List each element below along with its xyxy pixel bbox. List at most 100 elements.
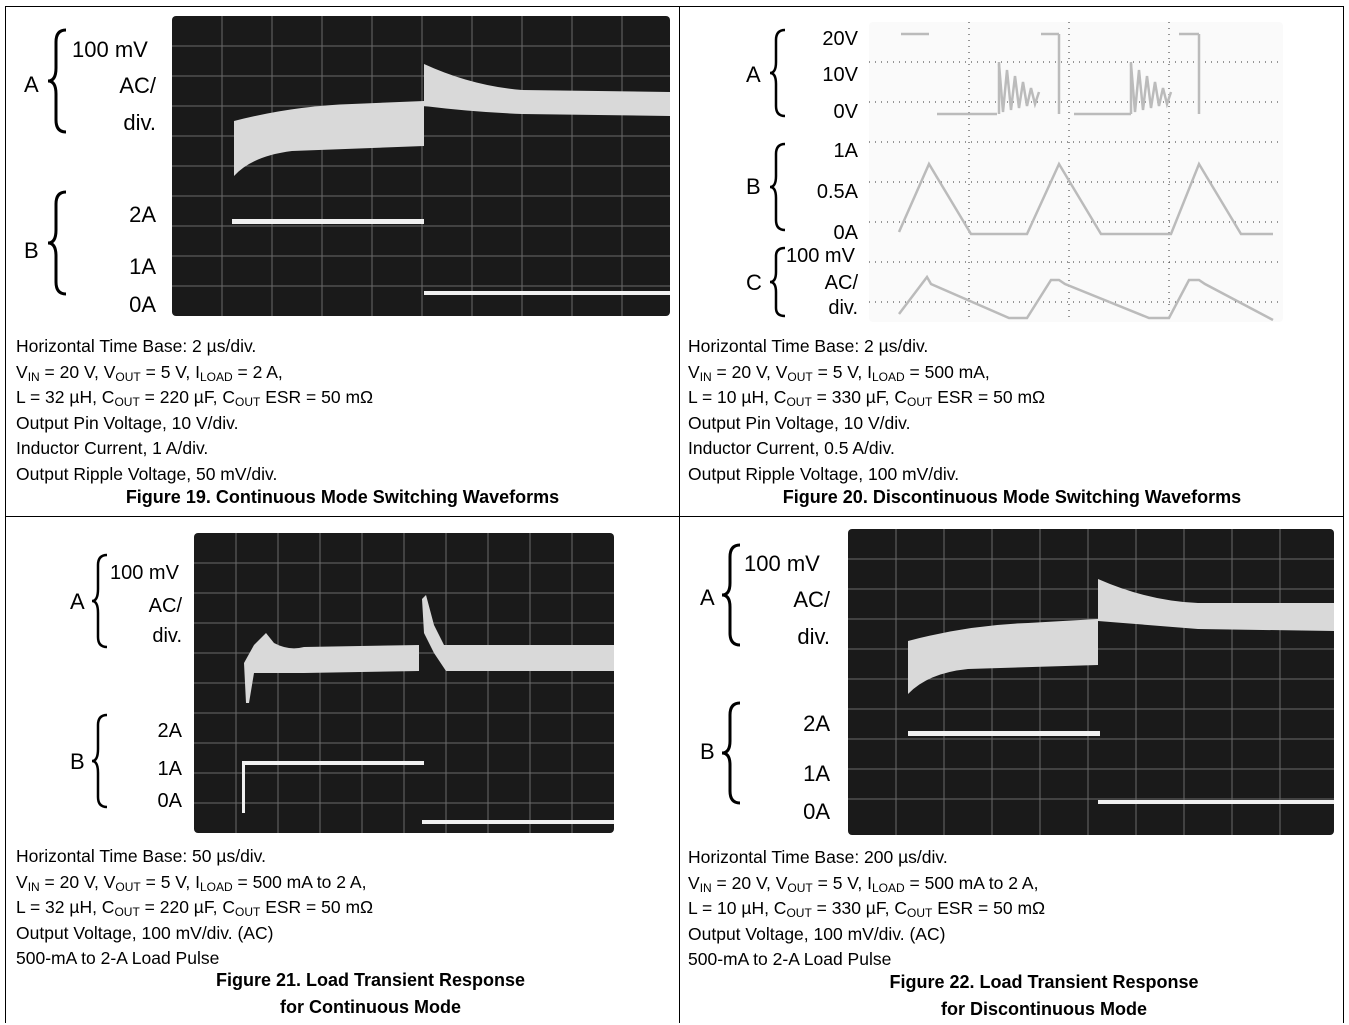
caption-time-base: Horizontal Time Base: 200 µs/div. [688,847,948,867]
channel-b-brace [769,142,786,232]
caption-time-base: Horizontal Time Base: 2 µs/div. [16,336,257,356]
channel-c-label: C [746,270,762,295]
oscilloscope-screen [869,22,1283,322]
a-scale-2: AC/ [148,595,182,617]
b-scale-3: 0A [803,799,830,824]
a-scale-1: 100 mV [110,562,179,584]
channel-a-label: A [746,62,761,87]
table-border-right [1343,6,1344,1023]
caption-conditions-2: L = 32 µH, COUT = 220 µF, COUT ESR = 50 … [16,387,374,409]
current-trace-low [424,291,670,295]
a-scale-1: 100 mV [744,551,820,576]
scope-graticule [869,22,1283,322]
caption-line: Output Voltage, 100 mV/div. (AC) [688,923,946,944]
figure-19: A 100 mV AC/ div. B 2A 1A 0A Horizontal … [0,0,680,516]
caption-line: Output Ripple Voltage, 100 mV/div. [688,463,960,484]
b-scale-2: 0.5A [816,181,858,203]
channel-a-brace [769,28,786,118]
caption-conditions-1: VIN = 20 V, VOUT = 5 V, ILOAD = 500 mA, [688,361,990,384]
figure-21: A 100 mV AC/ div. B 2A 1A 0A Horizontal … [0,517,680,1025]
channel-a-brace [721,543,741,647]
ripple-envelope-high [1098,579,1334,631]
a-scale-2: 10V [822,64,858,86]
a-scale-1: 100 mV [72,37,148,62]
oscilloscope-screen [172,16,670,316]
caption-conditions-2: L = 32 µH, COUT = 220 µF, COUT ESR = 50 … [16,897,374,919]
a-scale-3: div. [152,625,182,647]
table-border-left [5,6,6,1023]
a-scale-3: div. [797,624,830,649]
b-scale-2: 1A [157,758,182,780]
c-scale-3: div. [828,297,858,319]
table-divider-vertical [679,6,680,1023]
caption-line: Output Pin Voltage, 10 V/div. [16,412,239,433]
current-trace-high [908,731,1100,736]
caption-conditions-1: VIN = 20 V, VOUT = 5 V, ILOAD = 500 mA t… [688,872,1039,895]
channel-b-label: B [746,174,761,199]
channel-b-brace [47,190,67,296]
scope-trace-svg [194,533,614,833]
channel-b-label: B [700,739,715,764]
scope-graticule [194,533,614,833]
channel-b-brace [91,713,108,809]
a-scale-3: div. [123,110,156,135]
current-trace-low [422,820,614,824]
figure-title-line-1: Figure 21. Load Transient Response [215,970,526,990]
figure-caption: Horizontal Time Base: 200 µs/div. VIN = … [688,845,1045,973]
figure-title: Figure 20. Discontinuous Mode Switching … [782,487,1242,507]
channel-a-label: A [700,585,715,610]
channel-b-label: B [24,238,39,263]
scope-trace-svg [848,529,1334,835]
current-trace-edge [242,761,245,813]
figure-caption: Horizontal Time Base: 2 µs/div. VIN = 20… [16,334,373,487]
c-scale-2: AC/ [824,272,858,294]
ripple-envelope-high [424,64,670,116]
caption-line: Output Ripple Voltage, 50 mV/div. [16,463,278,484]
channel-a-brace [47,28,67,134]
current-trace-high [244,761,424,765]
b-scale-2: 1A [803,761,830,786]
figure-title-line-2: for Continuous Mode [280,997,461,1017]
caption-time-base: Horizontal Time Base: 2 µs/div. [688,336,929,356]
caption-time-base: Horizontal Time Base: 50 µs/div. [16,846,266,866]
ripple-envelope [908,619,1098,694]
table-border-top [5,6,1344,7]
channel-a-label: A [70,589,85,614]
caption-line: 500-mA to 2-A Load Pulse [16,948,220,968]
figure-20: A 20V 10V 0V B 1A 0.5A 0A C 100 mV AC/ d… [680,0,1344,516]
oscilloscope-screen [848,529,1334,835]
caption-line: Inductor Current, 1 A/div. [16,438,209,458]
c-scale-1: 100 mV [786,245,855,267]
caption-conditions-1: VIN = 20 V, VOUT = 5 V, ILOAD = 500 mA t… [16,871,367,894]
b-scale-1: 2A [803,711,830,736]
figure-caption: Horizontal Time Base: 50 µs/div. VIN = 2… [16,844,373,972]
figure-title-line-2: for Discontinuous Mode [941,999,1147,1019]
scope-trace-svg [869,22,1283,322]
caption-line: Output Voltage, 100 mV/div. (AC) [16,922,274,943]
ripple-envelope [234,101,424,176]
inductor-current-trace [897,161,1273,236]
caption-conditions-2: L = 10 µH, COUT = 330 µF, COUT ESR = 50 … [688,898,1046,920]
b-scale-2: 1A [129,254,156,279]
caption-line: Output Pin Voltage, 10 V/div. [688,412,911,433]
b-scale-1: 1A [833,140,858,162]
caption-conditions-2: L = 10 µH, COUT = 330 µF, COUT ESR = 50 … [688,387,1046,409]
output-pin-voltage-trace [901,32,1201,116]
caption-line: 500-mA to 2-A Load Pulse [688,949,892,969]
channel-a-label: A [24,72,39,97]
channel-b-brace [721,701,741,805]
figure-title-line-1: Figure 22. Load Transient Response [889,972,1199,992]
b-scale-3: 0A [833,222,858,244]
current-trace-high [232,219,424,224]
b-scale-3: 0A [157,790,182,812]
figure-caption: Horizontal Time Base: 2 µs/div. VIN = 20… [688,334,1045,487]
scope-graticule [172,16,670,316]
table-divider-horizontal [5,516,1344,517]
voltage-undershoot [244,633,419,703]
b-scale-1: 2A [129,202,156,227]
scope-trace-svg [172,16,670,316]
a-scale-3: 0V [833,101,858,123]
output-ripple-trace [898,274,1274,322]
b-scale-1: 2A [157,720,182,742]
channel-a-brace [91,553,108,649]
